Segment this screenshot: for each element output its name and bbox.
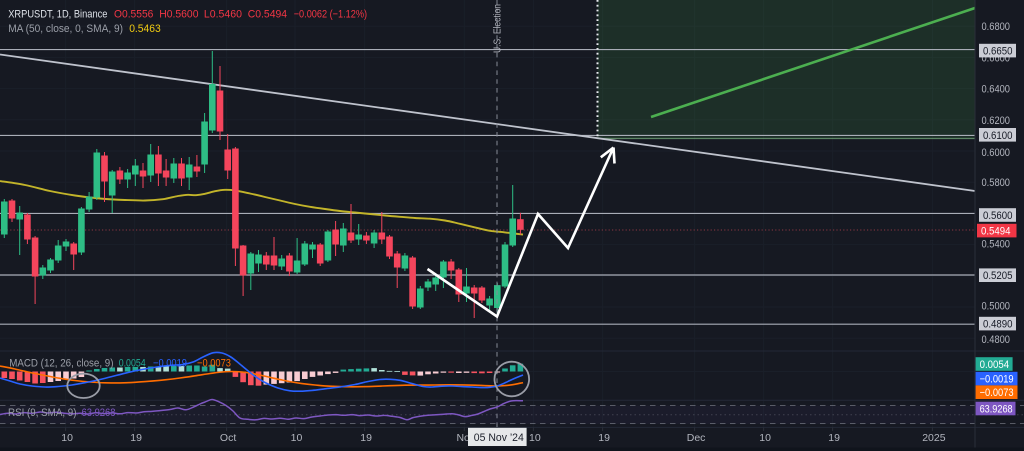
svg-text:−0.0019: −0.0019 xyxy=(980,374,1014,386)
svg-text:63.9268: 63.9268 xyxy=(980,404,1013,416)
svg-text:U.S. Election: U.S. Election xyxy=(492,4,504,53)
svg-text:H0.5600: H0.5600 xyxy=(159,9,198,21)
svg-text:RSI (9, SMA, 9): RSI (9, SMA, 9) xyxy=(8,407,77,419)
svg-text:19: 19 xyxy=(598,432,610,444)
svg-text:0.6000: 0.6000 xyxy=(982,147,1011,159)
svg-text:O0.5556: O0.5556 xyxy=(114,9,153,21)
svg-text:C0.5494: C0.5494 xyxy=(248,9,287,21)
svg-text:0.0054: 0.0054 xyxy=(119,358,146,370)
svg-text:10: 10 xyxy=(61,432,73,444)
svg-text:−0.0073: −0.0073 xyxy=(197,358,231,370)
svg-text:2025: 2025 xyxy=(922,432,946,444)
svg-text:−0.0062 (−1.12%): −0.0062 (−1.12%) xyxy=(294,9,367,21)
svg-text:0.4800: 0.4800 xyxy=(982,334,1011,346)
svg-text:10: 10 xyxy=(529,432,541,444)
svg-text:05 Nov ’24: 05 Nov ’24 xyxy=(474,432,524,444)
svg-text:0.4890: 0.4890 xyxy=(983,319,1013,331)
svg-text:−0.0073: −0.0073 xyxy=(980,387,1014,399)
svg-text:XRPUSDT, 1D, Binance: XRPUSDT, 1D, Binance xyxy=(8,9,107,21)
svg-text:19: 19 xyxy=(828,432,840,444)
svg-text:Dec: Dec xyxy=(687,432,706,444)
svg-text:19: 19 xyxy=(130,432,142,444)
svg-text:0.5463: 0.5463 xyxy=(129,23,161,35)
svg-text:L0.5460: L0.5460 xyxy=(204,9,242,21)
svg-text:0.5400: 0.5400 xyxy=(982,238,1011,250)
svg-text:10: 10 xyxy=(291,432,303,444)
svg-text:MA (50, close, 0, SMA, 9): MA (50, close, 0, SMA, 9) xyxy=(8,23,123,35)
svg-text:0.5600: 0.5600 xyxy=(983,210,1013,222)
svg-text:0.6650: 0.6650 xyxy=(983,46,1013,58)
svg-text:−0.0019: −0.0019 xyxy=(153,358,187,370)
svg-text:0.6800: 0.6800 xyxy=(982,21,1011,33)
svg-text:0.6200: 0.6200 xyxy=(982,115,1011,127)
svg-text:0.5205: 0.5205 xyxy=(983,270,1013,282)
svg-text:0.5000: 0.5000 xyxy=(982,300,1011,312)
svg-text:0.6400: 0.6400 xyxy=(982,84,1011,96)
svg-text:19: 19 xyxy=(360,432,372,444)
svg-text:0.5494: 0.5494 xyxy=(981,226,1011,238)
svg-text:0.6100: 0.6100 xyxy=(983,130,1013,142)
svg-text:Oct: Oct xyxy=(220,432,236,444)
svg-text:0.0054: 0.0054 xyxy=(980,359,1010,371)
svg-text:MACD (12, 26, close, 9): MACD (12, 26, close, 9) xyxy=(9,358,113,370)
svg-text:0.5800: 0.5800 xyxy=(982,177,1011,189)
svg-text:10: 10 xyxy=(759,432,771,444)
svg-text:63.9268: 63.9268 xyxy=(82,407,116,419)
